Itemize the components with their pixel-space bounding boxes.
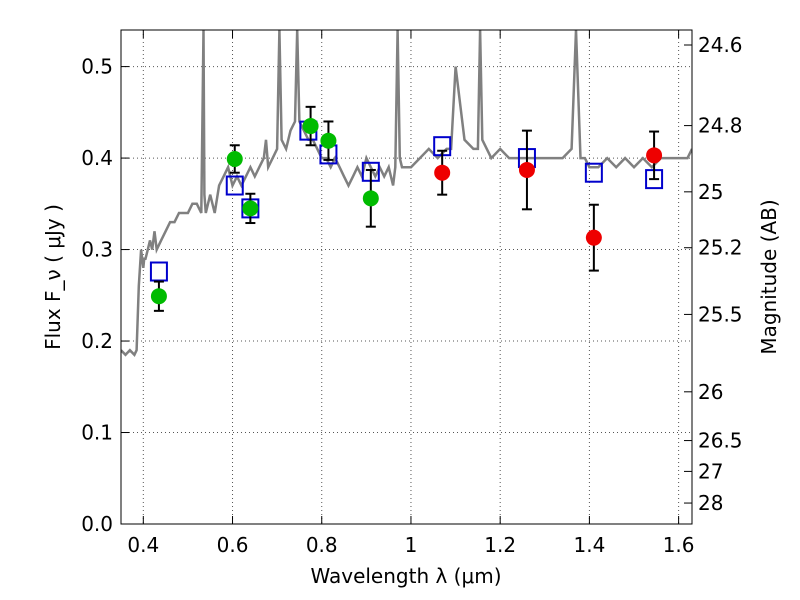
y-right-tick-label: 27 — [698, 459, 723, 483]
x-tick-label: 0.4 — [127, 533, 159, 557]
y-right-tick-label: 26 — [698, 380, 723, 404]
nir-point — [518, 161, 535, 178]
optical-point — [362, 190, 379, 207]
spectrum-line — [121, 30, 692, 357]
optical-point — [302, 118, 319, 135]
nir-point — [646, 147, 663, 164]
y-tick-label: 0.3 — [81, 238, 113, 262]
y-right-axis-title: Magnitude (AB) — [757, 199, 781, 354]
x-tick-label: 1.2 — [484, 533, 516, 557]
optical-point — [150, 288, 167, 305]
nir-point — [434, 164, 451, 181]
x-tick-label: 1.6 — [663, 533, 695, 557]
y-right-tick-label: 25.2 — [698, 236, 743, 260]
y-tick-label: 0.1 — [81, 421, 113, 445]
y-right-tick-label: 26.5 — [698, 429, 743, 453]
optical-point — [320, 132, 337, 149]
optical-point — [242, 200, 259, 217]
model-point — [225, 175, 244, 196]
axis-ticks: 0.4 0.6 0.8 1 1.2 1.4 1.6 0.0 0.1 0.2 0.3 0.4 0.5 24.… — [81, 30, 743, 557]
x-tick-label: 0.8 — [306, 533, 338, 557]
y-tick-label: 0.0 — [81, 512, 113, 536]
y-axis-title: Flux F_ν ( μJy ) — [41, 204, 65, 350]
model-point — [584, 162, 603, 183]
x-axis-title: Wavelength λ (μm) — [310, 564, 501, 588]
x-tick-label: 1 — [405, 533, 418, 557]
y-tick-label: 0.4 — [81, 146, 113, 170]
axes-frame — [120, 29, 693, 525]
optical-point — [226, 150, 243, 167]
y-right-tick-label: 24.8 — [698, 114, 743, 138]
grid-lines — [121, 30, 692, 525]
y-right-tick-label: 24.6 — [698, 33, 743, 57]
model-point — [149, 261, 168, 282]
y-right-tick-label: 25.5 — [698, 302, 743, 326]
y-right-tick-label: 25 — [698, 180, 723, 204]
x-tick-label: 0.6 — [217, 533, 249, 557]
nir-point — [585, 229, 602, 246]
y-tick-label: 0.5 — [81, 55, 113, 79]
y-right-tick-label: 28 — [698, 491, 723, 515]
plot-area — [121, 30, 692, 357]
y-tick-label: 0.2 — [81, 329, 113, 353]
x-tick-label: 1.4 — [573, 533, 605, 557]
